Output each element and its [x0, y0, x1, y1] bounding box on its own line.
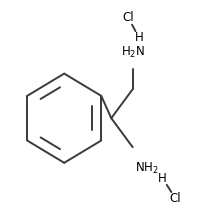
Text: $\mathregular{NH_2}$: $\mathregular{NH_2}$ — [135, 161, 159, 176]
Text: H: H — [135, 31, 143, 44]
Text: Cl: Cl — [123, 11, 134, 24]
Text: H: H — [158, 172, 167, 185]
Text: Cl: Cl — [170, 192, 181, 205]
Text: $\mathregular{H_2N}$: $\mathregular{H_2N}$ — [121, 45, 145, 60]
